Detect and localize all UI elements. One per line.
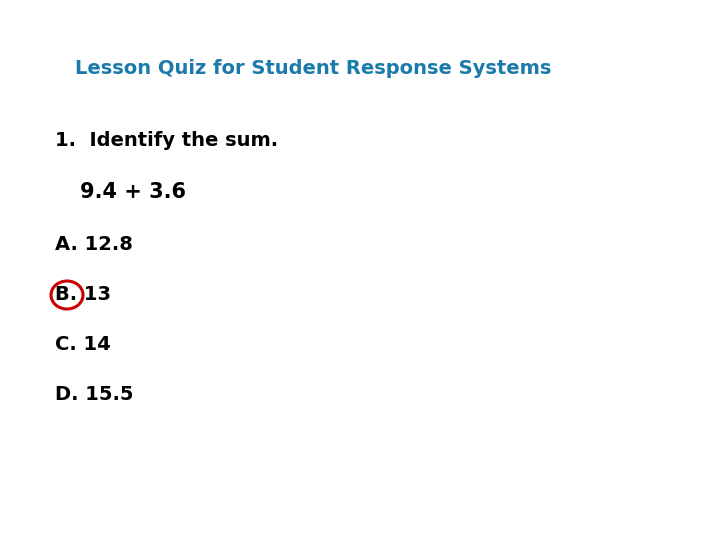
- Text: A. 12.8: A. 12.8: [55, 235, 133, 254]
- Text: B. 13: B. 13: [55, 286, 111, 305]
- Text: C. 14: C. 14: [55, 335, 111, 354]
- Text: 9.4 + 3.6: 9.4 + 3.6: [80, 182, 186, 202]
- Text: 1.  Identify the sum.: 1. Identify the sum.: [55, 131, 278, 150]
- Text: D. 15.5: D. 15.5: [55, 386, 133, 404]
- Text: Lesson Quiz for Student Response Systems: Lesson Quiz for Student Response Systems: [75, 58, 552, 78]
